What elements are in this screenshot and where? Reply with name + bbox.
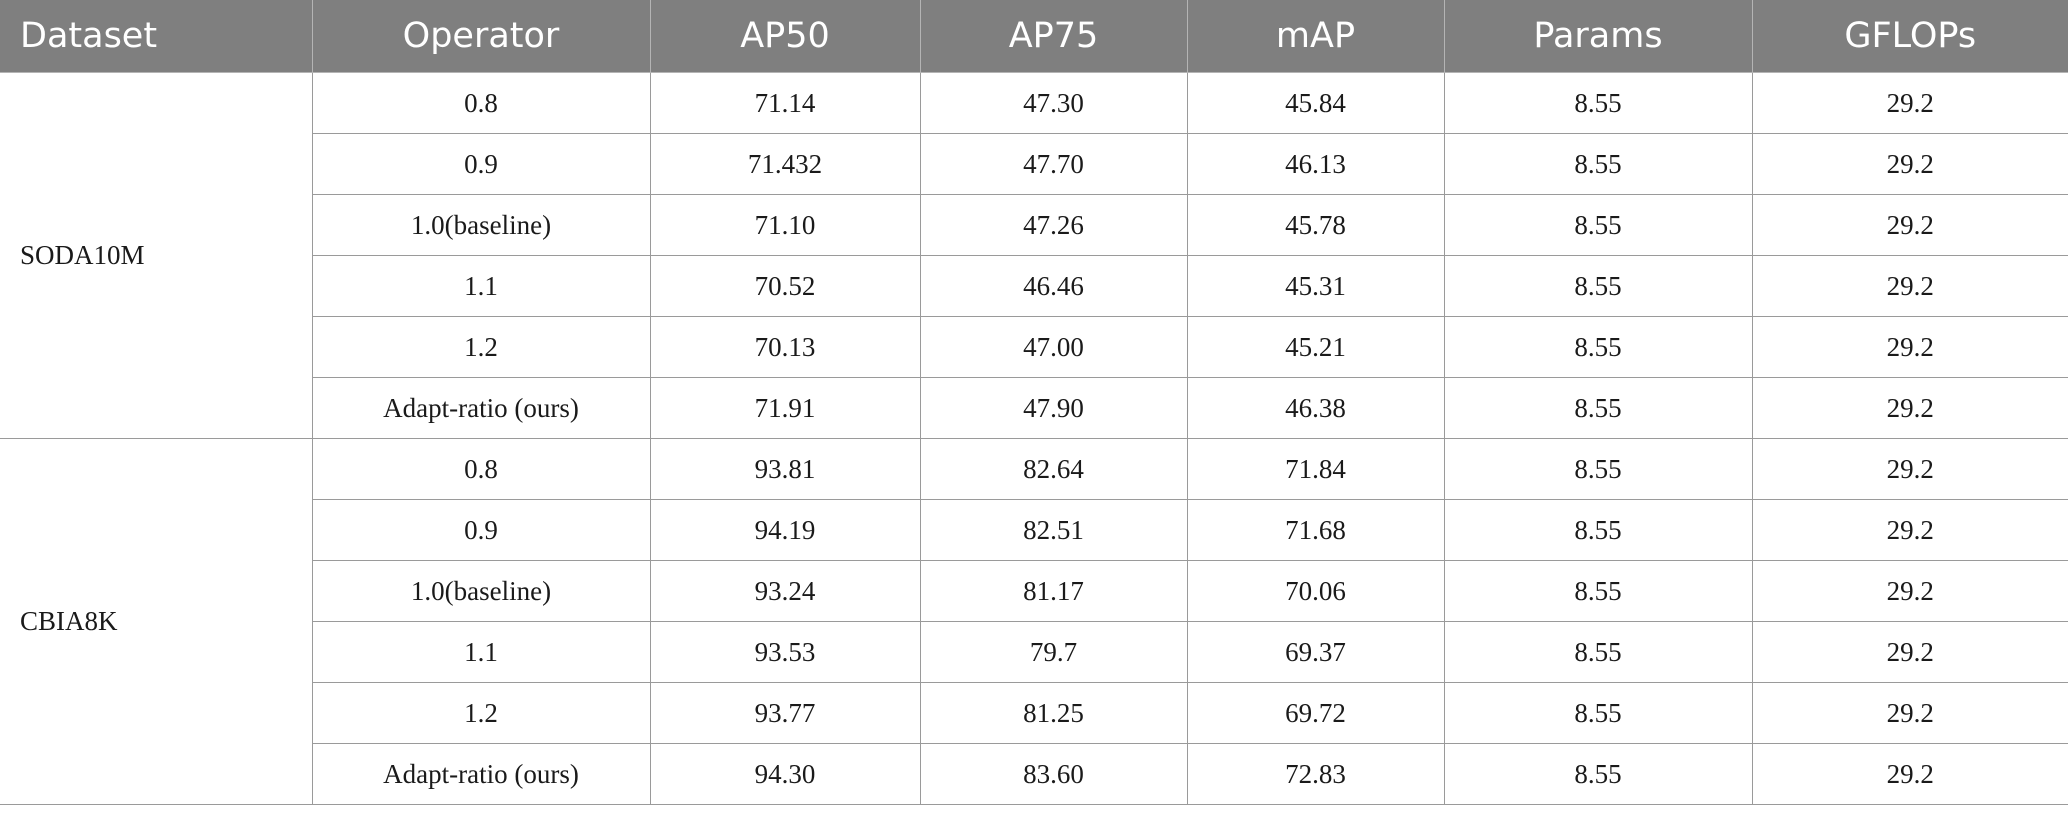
- ap75-cell: 47.00: [919, 316, 1188, 378]
- map-cell: 72.83: [1186, 743, 1445, 805]
- column-header-ap50: AP50: [650, 0, 921, 73]
- ap50-cell: 93.24: [649, 560, 921, 622]
- operator-cell: 1.0(baseline): [311, 194, 651, 256]
- table-body: SODA10M 0.8 71.14 47.30 45.84 8.55 29.2 0.9 71.4…: [0, 72, 2068, 805]
- table-row: 1.2 70.13 47.00 45.21 8.55 29.2: [0, 316, 2068, 378]
- operator-cell: 1.2: [311, 316, 651, 378]
- table-row: SODA10M 0.8 71.14 47.30 45.84 8.55 29.2: [0, 72, 2068, 439]
- ap75-cell: 79.7: [919, 621, 1188, 683]
- operator-cell: 0.9: [311, 133, 651, 195]
- map-cell: 46.13: [1186, 133, 1445, 195]
- params-cell: 8.55: [1443, 499, 1753, 561]
- operator-cell: 0.8: [311, 72, 651, 134]
- map-cell: 71.68: [1186, 499, 1445, 561]
- params-cell: 8.55: [1443, 72, 1753, 134]
- ap75-cell: 46.46: [919, 255, 1188, 317]
- params-cell: 8.55: [1443, 255, 1753, 317]
- table-row: 1.1 70.52 46.46 45.31 8.55 29.2: [0, 255, 2068, 317]
- table-header: Dataset Operator AP50 AP75 mAP Params GF…: [0, 0, 2068, 73]
- gflops-cell: 29.2: [1751, 72, 2068, 134]
- ap75-cell: 82.51: [919, 499, 1188, 561]
- table-row: Adapt-ratio (ours) 71.91 47.90 46.38 8.55 29.…: [0, 377, 2068, 439]
- ap75-cell: 81.25: [919, 682, 1188, 744]
- params-cell: 8.55: [1443, 438, 1753, 500]
- operator-cell: 1.2: [311, 682, 651, 744]
- gflops-cell: 29.2: [1751, 377, 2068, 439]
- params-cell: 8.55: [1443, 743, 1753, 805]
- map-cell: 45.31: [1186, 255, 1445, 317]
- gflops-cell: 29.2: [1751, 133, 2068, 195]
- column-header-operator: Operator: [312, 0, 651, 73]
- column-header-map: mAP: [1187, 0, 1445, 73]
- table-row: 1.2 93.77 81.25 69.72 8.55 29.2: [0, 682, 2068, 744]
- ap75-cell: 47.26: [919, 194, 1188, 256]
- ap50-cell: 93.81: [649, 438, 921, 500]
- map-cell: 45.21: [1186, 316, 1445, 378]
- results-table: Dataset Operator AP50 AP75 mAP Params GF…: [0, 0, 2068, 805]
- ap75-cell: 82.64: [919, 438, 1188, 500]
- ap50-cell: 71.10: [649, 194, 921, 256]
- table-row: 1.1 93.53 79.7 69.37 8.55 29.2: [0, 621, 2068, 683]
- gflops-cell: 29.2: [1751, 560, 2068, 622]
- operator-cell: Adapt-ratio (ours): [311, 377, 651, 439]
- table-row: CBIA8K 0.8 93.81 82.64 71.84 8.55 29.2: [0, 438, 2068, 805]
- params-cell: 8.55: [1443, 560, 1753, 622]
- ap50-cell: 93.77: [649, 682, 921, 744]
- operator-cell: 1.1: [311, 255, 651, 317]
- params-cell: 8.55: [1443, 316, 1753, 378]
- gflops-cell: 29.2: [1751, 255, 2068, 317]
- operator-cell: 1.0(baseline): [311, 560, 651, 622]
- header-row: Dataset Operator AP50 AP75 mAP Params GF…: [0, 0, 2068, 73]
- gflops-cell: 29.2: [1751, 621, 2068, 683]
- gflops-cell: 29.2: [1751, 682, 2068, 744]
- ap50-cell: 70.13: [649, 316, 921, 378]
- table-row: 0.9 94.19 82.51 71.68 8.55 29.2: [0, 499, 2068, 561]
- ap50-cell: 94.30: [649, 743, 921, 805]
- operator-cell: 0.8: [311, 438, 651, 500]
- ap50-cell: 71.432: [649, 133, 921, 195]
- ap50-cell: 71.14: [649, 72, 921, 134]
- params-cell: 8.55: [1443, 377, 1753, 439]
- ap75-cell: 47.90: [919, 377, 1188, 439]
- dataset-cell: SODA10M: [0, 72, 313, 439]
- table-row: 0.9 71.432 47.70 46.13 8.55 29.2: [0, 133, 2068, 195]
- map-cell: 46.38: [1186, 377, 1445, 439]
- column-header-params: Params: [1444, 0, 1753, 73]
- column-header-ap75: AP75: [920, 0, 1188, 73]
- column-header-dataset: Dataset: [0, 0, 313, 73]
- ap75-cell: 81.17: [919, 560, 1188, 622]
- map-cell: 70.06: [1186, 560, 1445, 622]
- ap50-cell: 70.52: [649, 255, 921, 317]
- ap75-cell: 83.60: [919, 743, 1188, 805]
- gflops-cell: 29.2: [1751, 316, 2068, 378]
- ap75-cell: 47.30: [919, 72, 1188, 134]
- map-cell: 71.84: [1186, 438, 1445, 500]
- params-cell: 8.55: [1443, 621, 1753, 683]
- params-cell: 8.55: [1443, 682, 1753, 744]
- table-row: 1.0(baseline) 71.10 47.26 45.78 8.55 29.2: [0, 194, 2068, 256]
- params-cell: 8.55: [1443, 194, 1753, 256]
- ap50-cell: 93.53: [649, 621, 921, 683]
- dataset-cell: CBIA8K: [0, 438, 313, 805]
- gflops-cell: 29.2: [1751, 438, 2068, 500]
- gflops-cell: 29.2: [1751, 499, 2068, 561]
- table-row: 1.0(baseline) 93.24 81.17 70.06 8.55 29.2: [0, 560, 2068, 622]
- params-cell: 8.55: [1443, 133, 1753, 195]
- table-row: Adapt-ratio (ours) 94.30 83.60 72.83 8.55 29.…: [0, 743, 2068, 805]
- column-header-gflops: GFLOPs: [1752, 0, 2068, 73]
- ap50-cell: 94.19: [649, 499, 921, 561]
- map-cell: 69.37: [1186, 621, 1445, 683]
- map-cell: 45.84: [1186, 72, 1445, 134]
- gflops-cell: 29.2: [1751, 194, 2068, 256]
- gflops-cell: 29.2: [1751, 743, 2068, 805]
- map-cell: 45.78: [1186, 194, 1445, 256]
- operator-cell: 1.1: [311, 621, 651, 683]
- operator-cell: Adapt-ratio (ours): [311, 743, 651, 805]
- ap75-cell: 47.70: [919, 133, 1188, 195]
- operator-cell: 0.9: [311, 499, 651, 561]
- map-cell: 69.72: [1186, 682, 1445, 744]
- ap50-cell: 71.91: [649, 377, 921, 439]
